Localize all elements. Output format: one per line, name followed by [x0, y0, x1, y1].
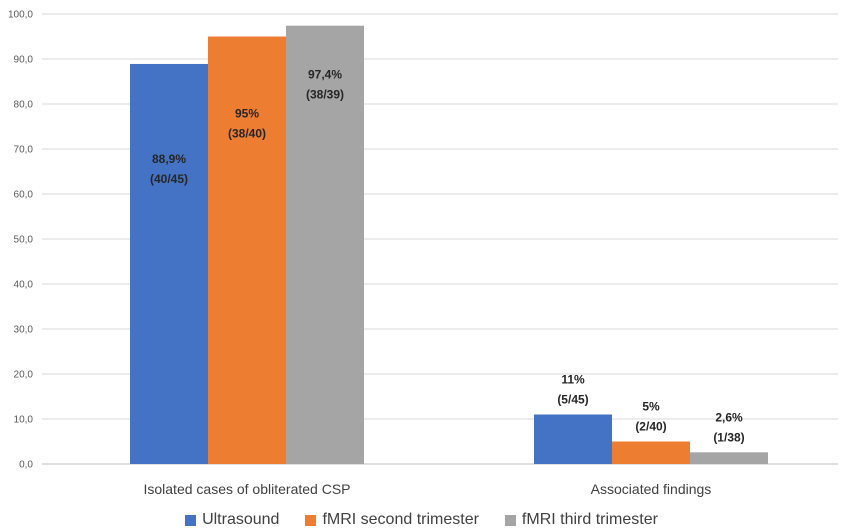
- data-label: 88,9%: [152, 152, 186, 166]
- data-label: 2,6%: [715, 410, 743, 424]
- x-category-label: Associated findings: [591, 481, 712, 497]
- legend-swatch: [504, 514, 516, 526]
- y-tick-label: 100,0: [8, 10, 33, 21]
- legend-item: fMRI second trimester: [305, 511, 479, 529]
- y-tick-label: 20,0: [14, 370, 34, 381]
- bar: [612, 441, 690, 464]
- legend-swatch: [305, 514, 317, 526]
- y-axis-ticks: 0,0 10,0 20,0 30,0 40,0 50,0 60,0 70,0 80,0 90,0 1…: [8, 10, 33, 471]
- y-tick-label: 80,0: [14, 100, 34, 111]
- y-tick-label: 50,0: [14, 235, 34, 246]
- legend-swatch: [185, 514, 197, 526]
- data-label: (5/45): [557, 393, 588, 407]
- data-label: (38/40): [228, 127, 266, 141]
- legend-label: Ultrasound: [202, 511, 280, 528]
- y-tick-label: 40,0: [14, 280, 34, 291]
- y-tick-label: 70,0: [14, 145, 34, 156]
- x-axis-categories: Isolated cases of obliterated CSP Associa…: [143, 481, 711, 497]
- data-label: 95%: [235, 107, 259, 121]
- legend-item: Ultrasound: [185, 511, 279, 529]
- bar: [208, 36, 286, 464]
- bar: [130, 63, 208, 464]
- legend-item: fMRI third trimester: [504, 511, 658, 529]
- y-tick-label: 10,0: [14, 415, 34, 426]
- x-category-label: Isolated cases of obliterated CSP: [143, 481, 350, 497]
- data-labels: 88,9% (40/45) 95% (38/40) 97,4% (38/39) 11% (5/…: [150, 68, 745, 445]
- data-label: (1/38): [713, 430, 744, 444]
- y-tick-label: 90,0: [14, 55, 34, 66]
- bar: [690, 452, 768, 464]
- y-tick-label: 0,0: [19, 460, 33, 471]
- legend-label: fMRI second trimester: [322, 511, 479, 528]
- bars: [130, 25, 768, 464]
- data-label: (2/40): [635, 420, 666, 434]
- y-tick-label: 30,0: [14, 325, 34, 336]
- data-label: (38/39): [306, 88, 344, 102]
- data-label: 5%: [642, 400, 660, 414]
- legend-label: fMRI third trimester: [521, 511, 658, 528]
- y-tick-label: 60,0: [14, 190, 34, 201]
- bar: [286, 25, 364, 464]
- bar: [534, 414, 612, 464]
- data-label: 97,4%: [308, 68, 342, 82]
- data-label: 11%: [561, 373, 585, 387]
- legend: Ultrasound fMRI second trimester fMRI thir…: [0, 509, 843, 531]
- data-label: (40/45): [150, 172, 188, 186]
